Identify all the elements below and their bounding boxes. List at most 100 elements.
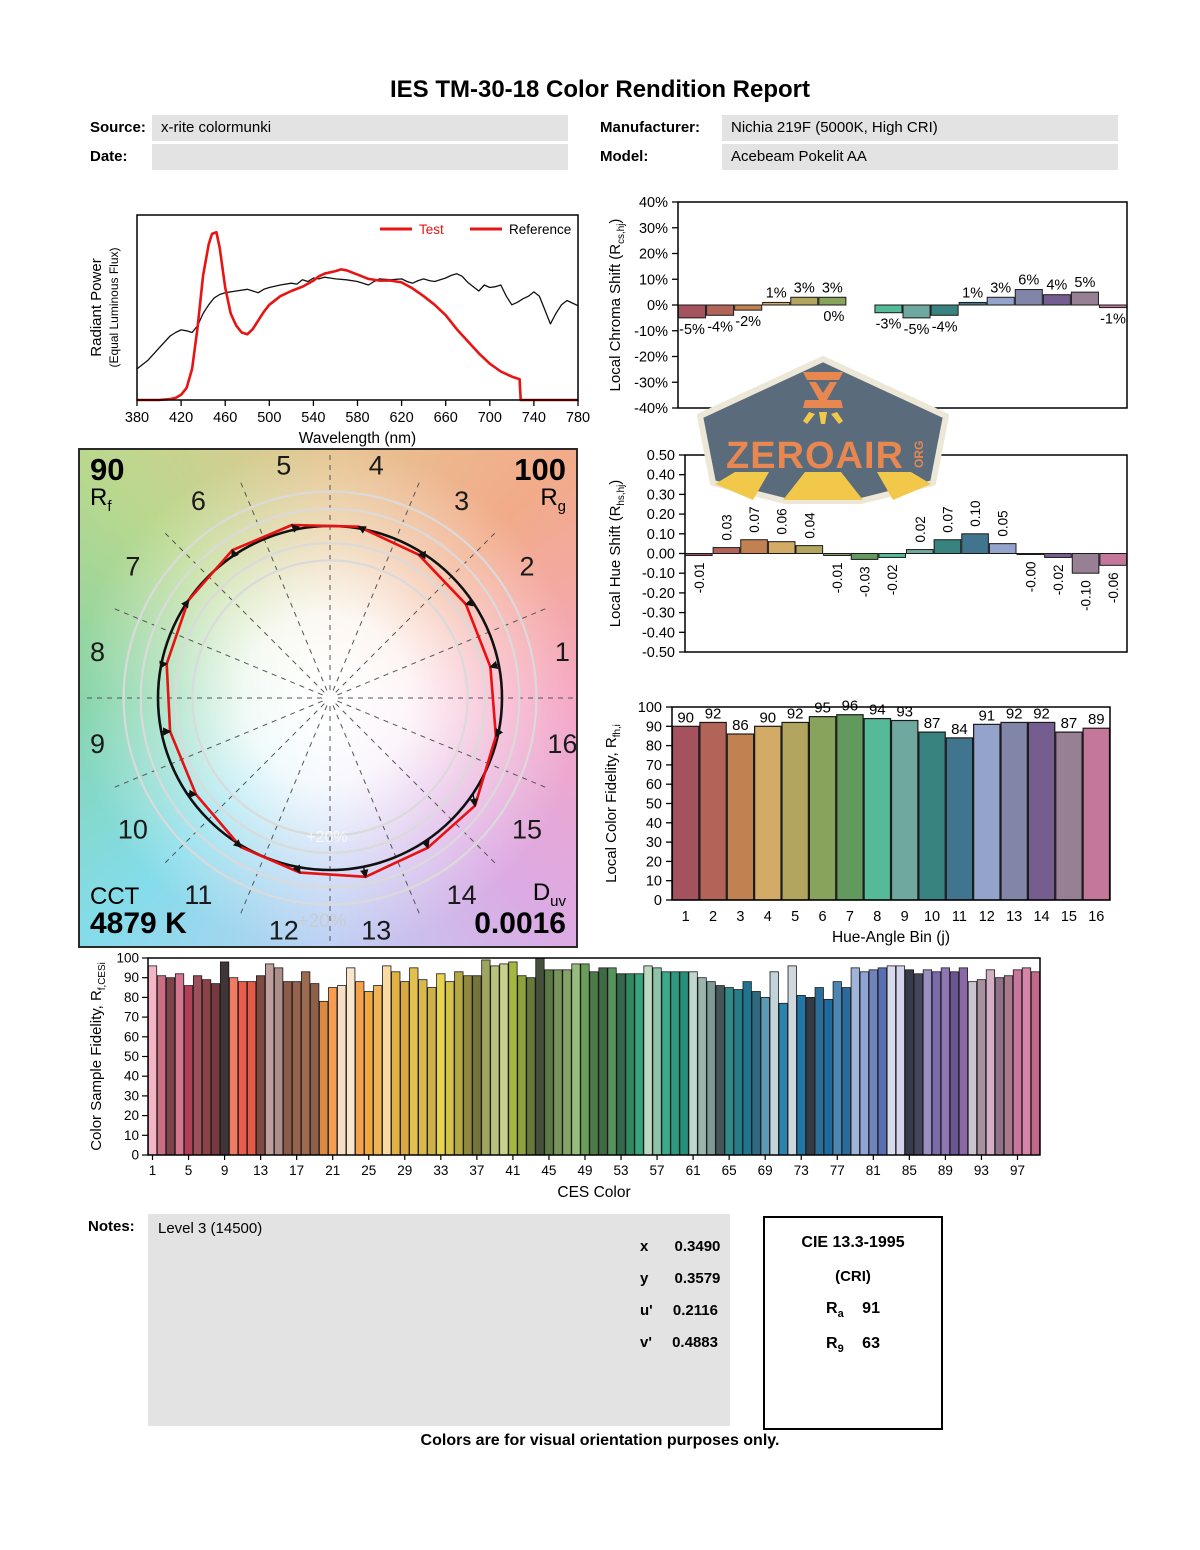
svg-text:100: 100 <box>638 700 662 716</box>
svg-text:65: 65 <box>722 1163 737 1178</box>
svg-text:6: 6 <box>191 486 206 516</box>
svg-text:-0.20: -0.20 <box>642 586 675 602</box>
svg-text:73: 73 <box>794 1163 809 1178</box>
svg-text:85: 85 <box>902 1163 917 1178</box>
svg-text:0.06: 0.06 <box>775 508 790 534</box>
svg-text:89: 89 <box>1088 711 1105 728</box>
svg-text:49: 49 <box>577 1163 592 1178</box>
svg-text:30%: 30% <box>639 221 668 237</box>
svg-text:15: 15 <box>1061 909 1077 925</box>
svg-text:Wavelength (nm): Wavelength (nm) <box>299 430 416 447</box>
svg-text:-0.30: -0.30 <box>642 606 675 622</box>
svg-text:0.04: 0.04 <box>802 512 817 539</box>
svg-text:37: 37 <box>469 1163 484 1178</box>
rf-symbol: Rf <box>90 483 112 515</box>
v-value: 0.4883 <box>672 1334 718 1351</box>
svg-text:70: 70 <box>124 1010 139 1025</box>
r9-row: R9 63 <box>826 1335 880 1356</box>
svg-text:57: 57 <box>650 1163 665 1178</box>
svg-text:1%: 1% <box>962 285 983 301</box>
svg-text:0.10: 0.10 <box>647 527 675 543</box>
svg-text:16: 16 <box>1088 909 1104 925</box>
svg-text:84: 84 <box>951 721 968 738</box>
svg-text:9: 9 <box>901 909 909 925</box>
local-color-fidelity-chart: 0 10 20 30 40 50 60 70 80 90 100 90 1 92 2 86 3 90 4 92 5 95 6… <box>600 695 1160 947</box>
notes-field[interactable]: Level 3 (14500) <box>148 1214 730 1426</box>
ra-row: Ra 91 <box>826 1300 880 1321</box>
svg-text:70: 70 <box>646 758 662 774</box>
svg-text:97: 97 <box>1010 1163 1025 1178</box>
svg-text:93: 93 <box>974 1163 989 1178</box>
svg-text:10: 10 <box>124 1128 139 1143</box>
r9-value: 63 <box>862 1335 880 1353</box>
svg-text:11: 11 <box>184 880 212 910</box>
svg-text:1: 1 <box>682 909 690 925</box>
svg-text:420: 420 <box>169 410 193 426</box>
cct-label: CCT <box>90 882 140 910</box>
model-field[interactable]: Acebeam Pokelit AA <box>722 144 1118 170</box>
manufacturer-field[interactable]: Nichia 219F (5000K, High CRI) <box>722 115 1118 141</box>
svg-text:-10%: -10% <box>634 324 668 340</box>
ra-value: 91 <box>862 1300 880 1317</box>
svg-text:-4%: -4% <box>932 319 958 335</box>
svg-text:53: 53 <box>614 1163 629 1178</box>
svg-text:13: 13 <box>361 915 391 945</box>
svg-text:Reference: Reference <box>509 222 571 237</box>
svg-text:40: 40 <box>124 1069 139 1084</box>
local-chroma-shift-chart: 40% 30% 20% 10% 0% -10% -20% -30% -40% -5% -4% -2% 1… <box>600 192 1160 424</box>
svg-text:91: 91 <box>978 707 995 724</box>
svg-text:-20%: -20% <box>634 350 668 366</box>
svg-text:-0.02: -0.02 <box>1051 564 1066 595</box>
svg-text:30: 30 <box>646 835 662 851</box>
source-field[interactable]: x-rite colormunki <box>152 115 568 141</box>
svg-text:4%: 4% <box>1046 278 1067 294</box>
svg-text:-1%: -1% <box>1100 312 1126 328</box>
svg-text:-30%: -30% <box>634 375 668 391</box>
source-label: Source: <box>90 119 146 136</box>
footer-disclaimer: Colors are for visual orientation purpos… <box>420 1432 780 1449</box>
svg-text:12: 12 <box>979 909 995 925</box>
svg-text:2: 2 <box>709 909 717 925</box>
svg-text:5%: 5% <box>1074 275 1095 291</box>
svg-text:10: 10 <box>646 874 662 890</box>
svg-text:90: 90 <box>646 719 662 735</box>
svg-text:61: 61 <box>686 1163 701 1178</box>
svg-text:1: 1 <box>149 1163 157 1178</box>
svg-text:620: 620 <box>389 410 413 426</box>
chromaticity-u-row: u' 0.2116 <box>640 1302 760 1319</box>
svg-text:Color Sample Fidelity, Rf,CESi: Color Sample Fidelity, Rf,CESi <box>88 962 108 1151</box>
svg-text:+20%: +20% <box>297 911 346 932</box>
svg-text:10%: 10% <box>639 272 668 288</box>
svg-text:0.40: 0.40 <box>647 468 675 484</box>
svg-text:50: 50 <box>646 797 662 813</box>
svg-text:(Equal Luminous Flux): (Equal Luminous Flux) <box>107 247 121 367</box>
notes-label: Notes: <box>88 1218 135 1235</box>
local-hue-shift-chart: 0.50 0.40 0.30 0.20 0.10 0.00 -0.10 -0.20 -0.30 -… <box>600 448 1160 663</box>
u-label: u' <box>640 1302 653 1319</box>
svg-text:50: 50 <box>124 1049 139 1064</box>
svg-text:93: 93 <box>896 704 913 721</box>
svg-text:40: 40 <box>646 816 662 832</box>
svg-text:14: 14 <box>447 880 477 910</box>
chromaticity-v-row: v' 0.4883 <box>640 1334 760 1351</box>
svg-text:-0.00: -0.00 <box>1023 561 1038 592</box>
svg-text:87: 87 <box>924 715 941 732</box>
duv-label: Duv <box>532 879 566 911</box>
svg-text:Local Chroma Shift (Rcs,hj): Local Chroma Shift (Rcs,hj) <box>607 219 627 392</box>
svg-text:3%: 3% <box>990 280 1011 296</box>
date-field[interactable] <box>152 144 568 170</box>
svg-text:2: 2 <box>520 551 535 581</box>
rf-value: 90 <box>90 452 125 487</box>
svg-text:3: 3 <box>736 909 744 925</box>
svg-text:13: 13 <box>1006 909 1022 925</box>
svg-text:90: 90 <box>124 970 139 985</box>
svg-text:0.03: 0.03 <box>719 514 734 540</box>
svg-text:77: 77 <box>830 1163 845 1178</box>
svg-text:14: 14 <box>1033 909 1049 925</box>
svg-text:95: 95 <box>814 700 831 717</box>
spectral-power-distribution-chart: 380 420 460 500 540 580 620 660 700 740 780 Wavelen… <box>85 205 590 447</box>
svg-text:60: 60 <box>646 777 662 793</box>
svg-text:9: 9 <box>221 1163 229 1178</box>
svg-text:-0.10: -0.10 <box>1079 580 1094 611</box>
svg-text:6: 6 <box>819 909 827 925</box>
